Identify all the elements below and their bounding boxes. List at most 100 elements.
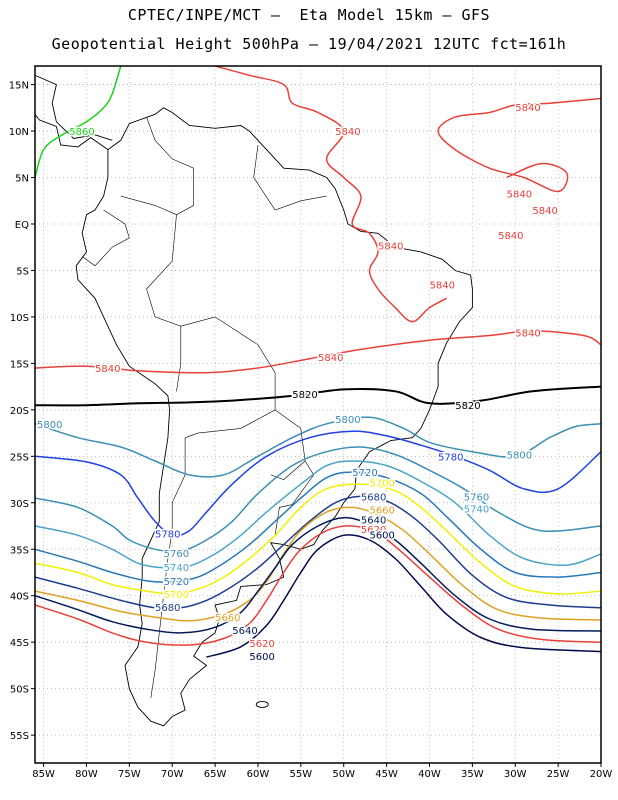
contour-label-5600: 5600 [369,530,394,541]
country-border [180,316,276,438]
country-border [82,209,130,267]
lon-tick-label: 80W [75,769,98,780]
contour-label-5840: 5840 [335,127,360,138]
axis-ticks: 15N 10N 5N EQ 5S 10S 15S 20S 25S 30S 35S 40S 45S 50S 5… [9,81,613,780]
country-border [274,460,315,536]
central-america-caribbean-coast [35,74,113,141]
south-america-coastline [75,107,473,727]
lon-tick-label: 40W [418,769,441,780]
lon-tick-label: 20W [590,769,613,780]
contour-5840 [214,66,447,323]
contour-label-5700: 5700 [164,590,189,601]
contour-label-5680: 5680 [361,492,386,503]
lat-tick-label: 35S [10,545,29,556]
contour-label-5640: 5640 [361,516,386,527]
lat-tick-label: 10S [10,313,29,324]
contour-label-5680: 5680 [155,603,180,614]
contour-label-5700: 5700 [369,478,394,489]
contour-label-5860: 5860 [69,127,94,138]
lon-tick-label: 85W [32,769,55,780]
contour-5620 [35,525,601,646]
lon-tick-label: 55W [290,769,313,780]
contour-5640 [35,516,601,634]
contour-5680 [35,495,601,610]
contour-label-5600: 5600 [249,652,274,663]
contour-labels: 5860584058405840584058405840584058405840… [36,101,560,664]
contour-label-5840: 5840 [515,103,540,114]
country-border [150,437,186,698]
lon-tick-label: 75W [118,769,141,780]
contour-label-5620: 5620 [361,525,386,536]
lat-tick-label: 5N [15,174,29,185]
contour-label-5840: 5840 [429,280,454,291]
contour-5800 [35,416,601,478]
contour-label-5760: 5760 [464,492,489,503]
contour-5720 [35,471,601,583]
contour-5600 [206,534,601,658]
lon-tick-label: 25W [547,769,570,780]
lat-tick-label: 25S [10,452,29,463]
contour-label-5740: 5740 [464,504,489,515]
lon-tick-label: 50W [332,769,355,780]
lon-tick-label: 60W [247,769,270,780]
lon-tick-label: 45W [375,769,398,780]
lat-tick-label: 45S [10,638,29,649]
contour-label-5720: 5720 [164,577,189,588]
contour-5760 [35,446,601,553]
contour-label-5800: 5800 [37,420,62,431]
country-border [146,260,182,392]
map-frame-bg [35,66,601,763]
lat-tick-label: 5S [16,266,29,277]
contour-5820 [35,385,601,407]
contour-5700 [35,483,601,595]
contour-label-5840: 5840 [95,364,120,375]
contour-label-5620: 5620 [249,639,274,650]
lat-tick-label: 50S [10,685,29,696]
contour-label-5820: 5820 [292,390,317,401]
contour-label-5840: 5840 [378,241,403,252]
lon-tick-label: 30W [504,769,527,780]
contour-label-5780: 5780 [155,529,180,540]
contour-5860 [35,66,122,178]
contour-5660 [35,506,601,622]
map-frame-border [34,65,602,764]
contour-label-5660: 5660 [215,613,240,624]
height-contours [35,66,601,658]
lat-lon-grid [35,66,602,763]
falkland-islands [255,701,269,708]
lat-tick-label: 15S [10,359,29,370]
contour-label-5840: 5840 [507,189,532,200]
central-america-coastline [35,113,109,150]
lat-tick-label: 10N [9,127,29,138]
contour-5840 [35,330,601,374]
country-border [120,195,177,215]
contour-label-5740: 5740 [164,563,189,574]
contour-label-5840: 5840 [532,206,557,217]
lat-tick-label: 20S [10,406,29,417]
contour-label-5760: 5760 [164,549,189,560]
lon-tick-label: 35W [461,769,484,780]
country-border [253,144,327,211]
contour-label-5780: 5780 [438,452,463,463]
contour-5780 [35,430,601,537]
contour-label-5840: 5840 [318,353,343,364]
contour-label-5660: 5660 [369,505,394,516]
contour-label-5640: 5640 [232,626,257,637]
contour-label-5800: 5800 [335,415,360,426]
lon-tick-label: 65W [204,769,227,780]
contour-label-5820: 5820 [455,401,480,412]
contour-5840 [437,97,601,193]
contour-label-5840: 5840 [498,231,523,242]
lat-tick-label: 15N [9,81,29,92]
contour-label-5720: 5720 [352,468,377,479]
lat-tick-label: 40S [10,592,29,603]
contour-label-5840: 5840 [515,329,540,340]
lon-tick-label: 70W [161,769,184,780]
contour-label-5800: 5800 [507,450,532,461]
map-title-line1: CPTEC/INPE/MCT – Eta Model 15km – GFS [127,6,491,24]
map-title-line2: Geopotential Height 500hPa – 19/04/2021 … [51,35,567,53]
contour-5740 [35,460,601,569]
coastline [35,74,473,727]
lat-tick-label: 55S [10,731,29,742]
